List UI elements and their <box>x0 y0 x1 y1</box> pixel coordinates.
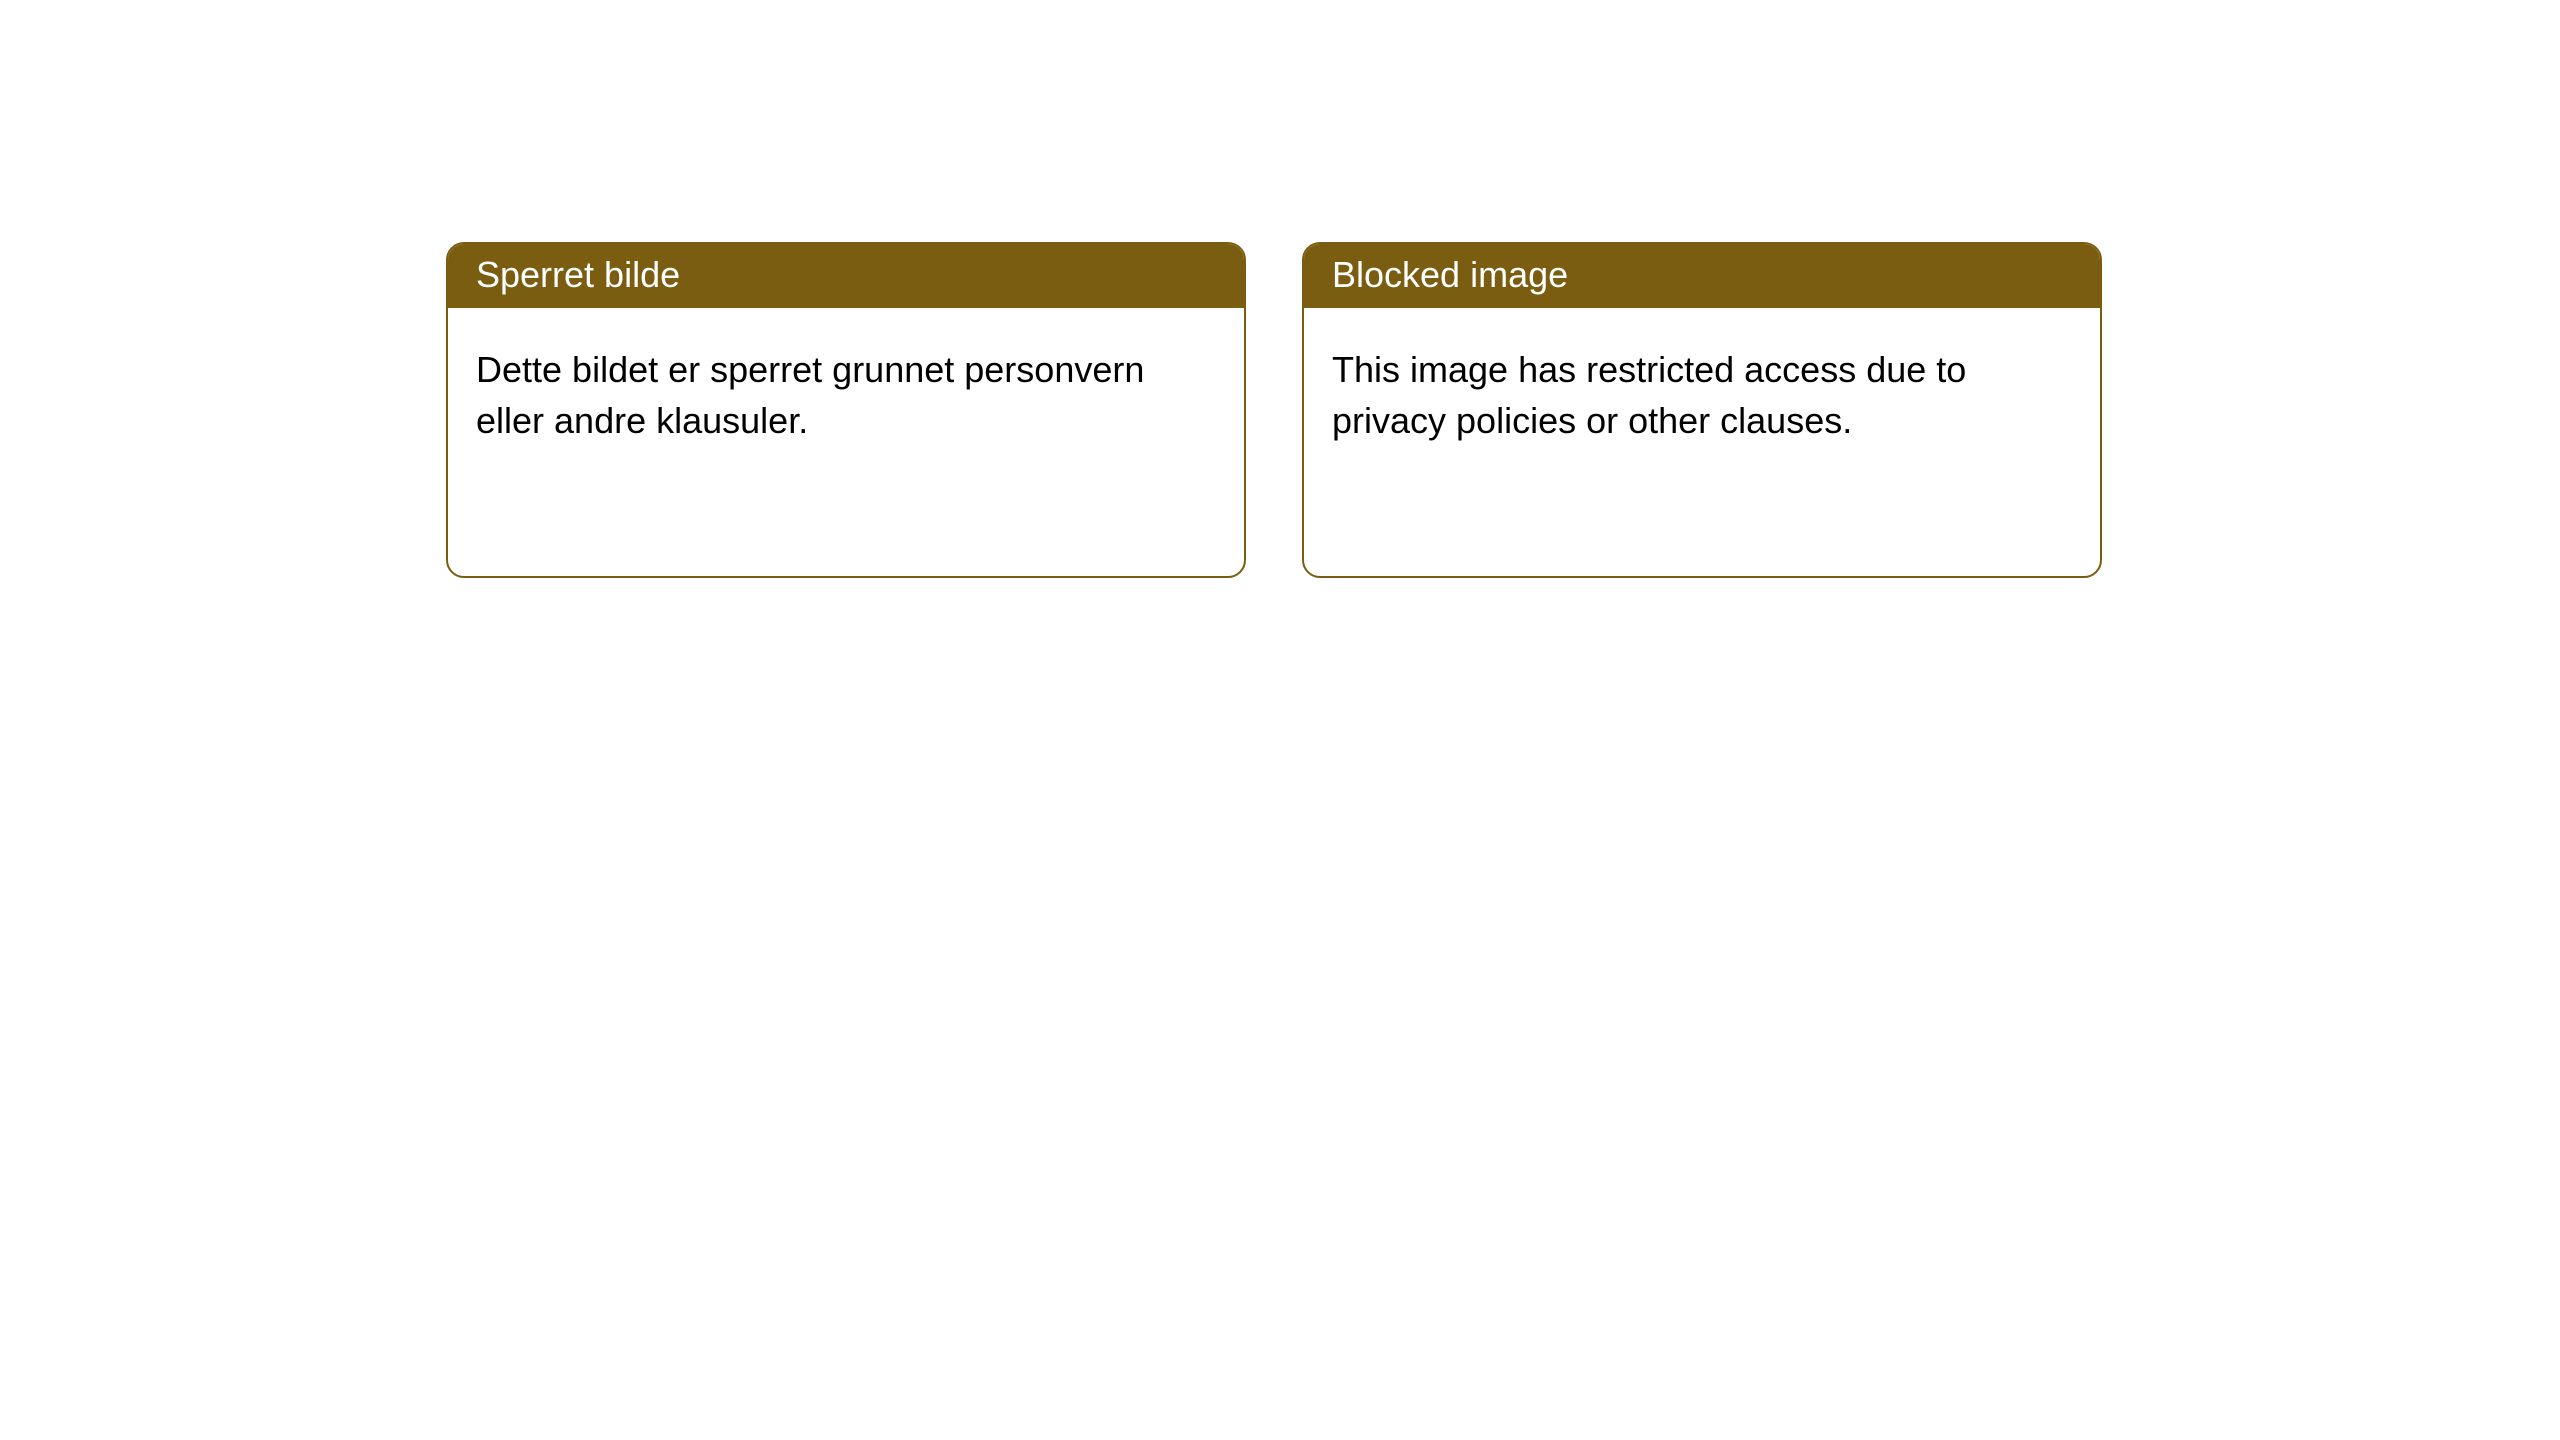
card-title: Sperret bilde <box>476 254 680 295</box>
card-body: Dette bildet er sperret grunnet personve… <box>448 308 1244 474</box>
card-header: Sperret bilde <box>448 244 1244 308</box>
card-body-text: This image has restricted access due to … <box>1332 349 1966 441</box>
card-body-text: Dette bildet er sperret grunnet personve… <box>476 349 1144 441</box>
blocked-image-card-en: Blocked image This image has restricted … <box>1302 242 2102 578</box>
card-header: Blocked image <box>1304 244 2100 308</box>
blocked-image-card-no: Sperret bilde Dette bildet er sperret gr… <box>446 242 1246 578</box>
card-body: This image has restricted access due to … <box>1304 308 2100 474</box>
card-title: Blocked image <box>1332 254 1568 295</box>
card-container: Sperret bilde Dette bildet er sperret gr… <box>0 0 2560 578</box>
